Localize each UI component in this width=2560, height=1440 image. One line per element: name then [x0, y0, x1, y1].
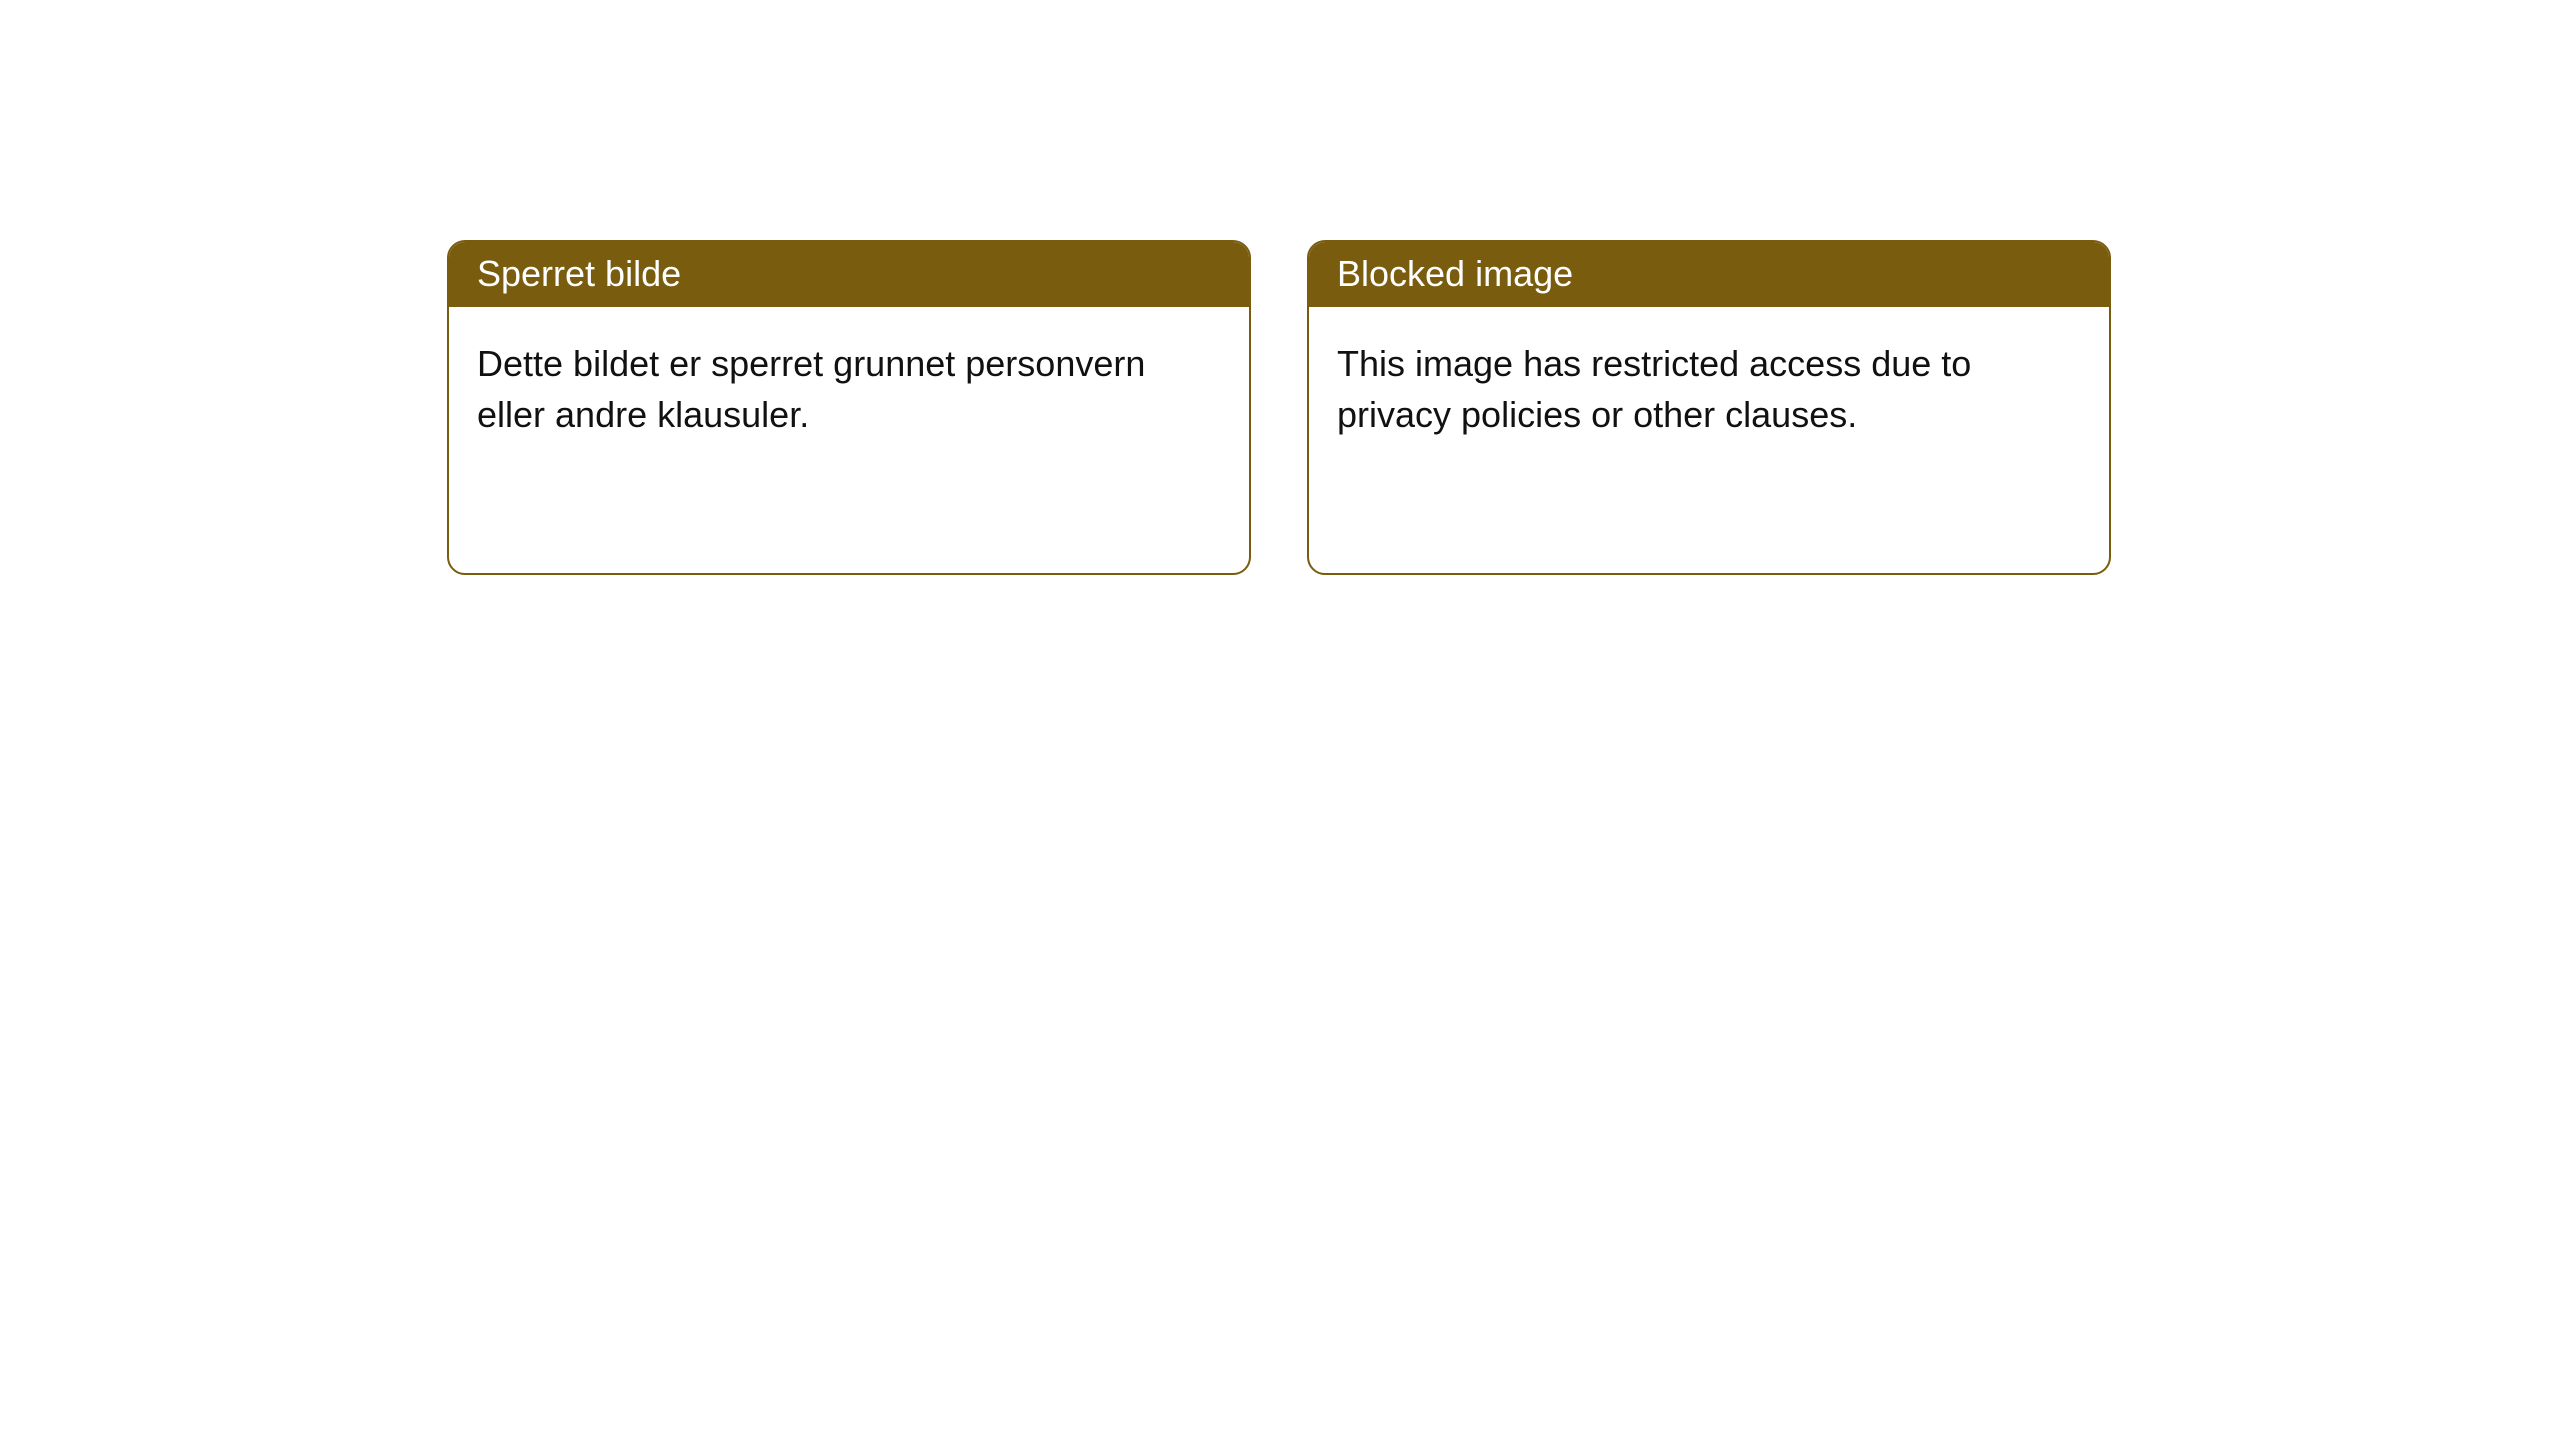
card-body-no: Dette bildet er sperret grunnet personve… [449, 307, 1249, 472]
cards-container: Sperret bilde Dette bildet er sperret gr… [0, 0, 2560, 575]
card-header-en: Blocked image [1309, 242, 2109, 307]
card-body-en: This image has restricted access due to … [1309, 307, 2109, 472]
blocked-image-card-en: Blocked image This image has restricted … [1307, 240, 2111, 575]
card-header-no: Sperret bilde [449, 242, 1249, 307]
blocked-image-card-no: Sperret bilde Dette bildet er sperret gr… [447, 240, 1251, 575]
